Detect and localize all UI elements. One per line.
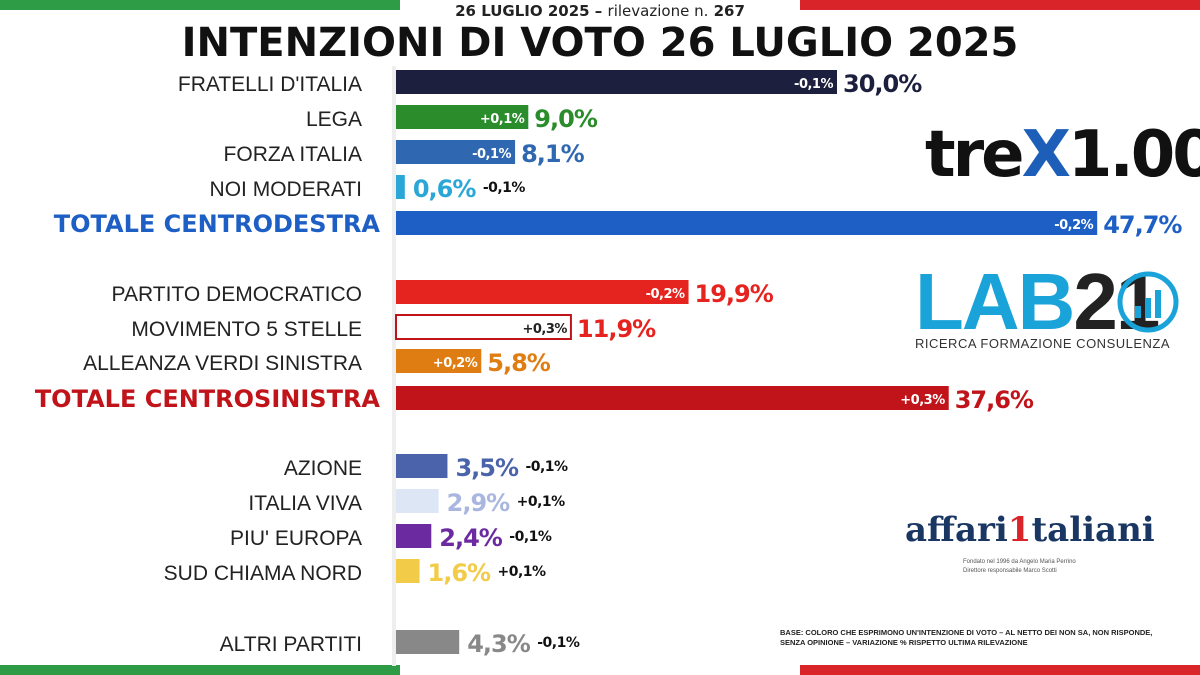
category-label: MOVIMENTO 5 STELLE [131,318,362,341]
flag-stripe-top [0,0,1200,10]
change-label: +0,1% [498,564,547,580]
category-label: ALLEANZA VERDI SINISTRA [83,352,362,375]
value-label: 5,8% [487,349,551,377]
bar [396,105,529,129]
bar [396,211,1098,235]
trex1000-logo: treX1.000 [925,118,1200,192]
change-label: -0,1% [794,77,833,92]
bar [396,386,949,410]
affaritaliani-logo-part1: affari [905,510,1008,550]
lab21-logo: LAB21 RICERCA FORMAZIONE CONSULENZA [915,262,1171,352]
change-label: -0,1% [483,180,526,196]
value-label: 11,9% [577,315,656,343]
change-label: -0,1% [509,529,552,545]
category-label: TOTALE CENTROSINISTRA [35,385,381,413]
change-label: -0,2% [646,287,685,302]
value-label: 9,0% [534,105,598,133]
change-label: +0,3% [522,322,567,337]
value-label: 8,1% [521,140,585,168]
category-label: PARTITO DEMOCRATICO [112,283,362,306]
affaritaliani-logo: affari1taliani [905,510,1155,550]
bar [395,314,572,340]
value-label: 37,6% [955,386,1034,414]
survey-label: rilevazione n. [607,2,709,20]
change-label: +0,1% [517,494,566,510]
affaritaliani-director: Direttore responsabile Marco Scotti [963,568,1057,574]
flag-stripe-bottom [0,665,1200,675]
change-label: -0,1% [472,147,511,162]
value-label: 0,6% [413,175,477,203]
change-label: +0,3% [900,393,945,408]
footnote: BASE: COLORO CHE ESPRIMONO UN'INTENZIONE… [780,628,1153,647]
bar [396,559,420,583]
change-label: -0,1% [537,635,580,651]
bar [396,489,439,513]
value-label: 2,4% [439,524,503,552]
change-label: +0,1% [480,112,525,127]
page-title: INTENZIONI DI VOTO 26 LUGLIO 2025 [181,20,1019,66]
trex1000-logo-part1: tre [925,118,1025,192]
bar [396,280,689,304]
value-label: 47,7% [1103,211,1182,239]
category-label: TOTALE CENTRODESTRA [54,210,381,238]
category-label: ALTRI PARTITI [220,633,362,656]
survey-date: 26 LUGLIO 2025 – [455,2,603,20]
category-label: PIU' EUROPA [230,527,362,550]
affaritaliani-founder: Fondato nel 1996 da Angelo Maria Perrino [963,559,1076,565]
category-label: ITALIA VIVA [248,492,362,515]
trex1000-logo-part2: 1.000 [1067,118,1200,192]
category-label: SUD CHIAMA NORD [164,562,362,585]
bar [396,524,432,548]
affaritaliani-logo-part2: taliani [1031,510,1155,550]
affaritaliani-logo-one: 1 [1007,510,1032,550]
value-label: 3,5% [455,454,519,482]
bar [396,70,837,94]
lab21-logo-lab: LAB [915,257,1075,346]
category-label: NOI MODERATI [210,178,362,201]
affaritaliani-subtitle: Fondato nel 1996 da Angelo Maria Perrino… [963,558,1076,576]
value-label: 4,3% [467,630,531,658]
value-label: 2,9% [447,489,511,517]
category-label: FRATELLI D'ITALIA [178,73,362,96]
bar [396,630,460,654]
value-label: 30,0% [843,70,922,98]
bar [396,349,482,373]
change-label: +0,2% [433,356,478,371]
change-label: -0,2% [1054,218,1093,233]
bar [396,454,448,478]
lab21-chart-icon [1117,271,1179,333]
trex1000-logo-x: X [1021,118,1071,192]
value-label: 19,9% [695,280,774,308]
value-label: 1,6% [428,559,492,587]
category-label: LEGA [306,108,362,131]
survey-number: 267 [713,2,745,20]
change-label: -0,1% [525,459,568,475]
survey-info: 26 LUGLIO 2025 – rilevazione n. 267 [0,2,1200,20]
bar [396,140,516,164]
bar [396,175,405,199]
lab21-tagline: RICERCA FORMAZIONE CONSULENZA [915,336,1171,351]
axis-line [392,66,396,666]
category-label: FORZA ITALIA [224,143,362,166]
category-label: AZIONE [284,457,362,480]
